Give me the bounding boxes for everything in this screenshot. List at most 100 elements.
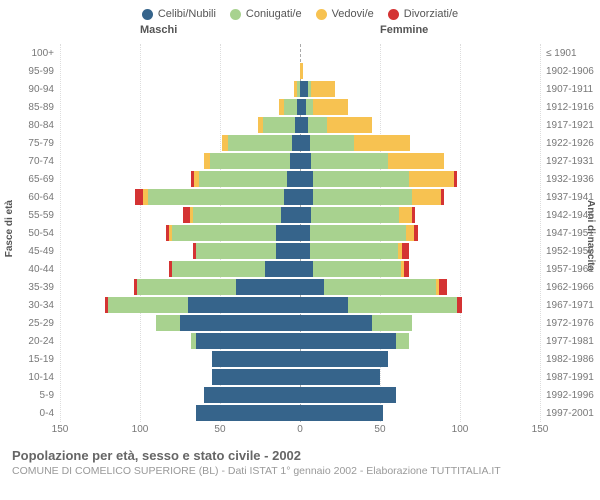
female-bar: [300, 243, 540, 259]
segment-coniugati: [193, 207, 281, 223]
segment-vedovi: [311, 81, 335, 97]
male-bar: [60, 135, 300, 151]
segment-vedovi: [406, 225, 414, 241]
segment-coniugati: [313, 261, 401, 277]
pyramid-row: 55-591942-1946: [60, 206, 540, 224]
pyramid-row: 65-691932-1936: [60, 170, 540, 188]
male-bar: [60, 297, 300, 313]
male-bar: [60, 171, 300, 187]
pyramid-row: 90-941907-1911: [60, 80, 540, 98]
segment-celibi: [287, 171, 300, 187]
segment-coniugati: [372, 315, 412, 331]
birth-year-label: 1932-1936: [540, 174, 600, 185]
female-bar: [300, 135, 540, 151]
segment-celibi: [300, 279, 324, 295]
segment-coniugati: [308, 117, 327, 133]
segment-celibi: [300, 117, 308, 133]
male-bar: [60, 207, 300, 223]
segment-coniugati: [196, 243, 276, 259]
birth-year-label: 1987-1991: [540, 372, 600, 383]
segment-celibi: [300, 369, 380, 385]
segment-celibi: [300, 405, 383, 421]
age-label: 85-89: [0, 102, 60, 113]
segment-coniugati: [311, 207, 399, 223]
birth-year-label: 1992-1996: [540, 390, 600, 401]
x-axis: 15010050050100150: [60, 424, 540, 440]
pyramid-row: 25-291972-1976: [60, 314, 540, 332]
x-tick: 50: [214, 424, 225, 435]
female-bar: [300, 63, 540, 79]
male-bar: [60, 261, 300, 277]
segment-celibi: [188, 297, 300, 313]
birth-year-label: 1972-1976: [540, 318, 600, 329]
segment-coniugati: [396, 333, 409, 349]
segment-celibi: [300, 315, 372, 331]
birth-year-label: 1917-1921: [540, 120, 600, 131]
birth-year-label: 1907-1911: [540, 84, 600, 95]
segment-celibi: [292, 135, 300, 151]
female-bar: [300, 171, 540, 187]
age-label: 15-19: [0, 354, 60, 365]
segment-celibi: [300, 297, 348, 313]
segment-celibi: [196, 333, 300, 349]
legend-item: Vedovi/e: [316, 8, 374, 20]
male-bar: [60, 351, 300, 367]
female-bar: [300, 225, 540, 241]
female-bar: [300, 315, 540, 331]
legend-item: Divorziati/e: [388, 8, 458, 20]
age-label: 55-59: [0, 210, 60, 221]
segment-divorziati: [412, 207, 415, 223]
segment-coniugati: [313, 171, 409, 187]
x-tick: 0: [297, 424, 303, 435]
chart-subtitle: COMUNE DI COMELICO SUPERIORE (BL) - Dati…: [12, 465, 588, 477]
female-bar: [300, 189, 540, 205]
segment-celibi: [300, 189, 313, 205]
male-bar: [60, 99, 300, 115]
pyramid-row: 30-341967-1971: [60, 296, 540, 314]
segment-divorziati: [457, 297, 462, 313]
female-bar: [300, 369, 540, 385]
segment-coniugati: [137, 279, 236, 295]
age-label: 65-69: [0, 174, 60, 185]
male-bar: [60, 369, 300, 385]
segment-celibi: [276, 225, 300, 241]
segment-divorziati: [135, 189, 143, 205]
age-label: 45-49: [0, 246, 60, 257]
pyramid-row: 60-641937-1941: [60, 188, 540, 206]
segment-coniugati: [310, 225, 406, 241]
segment-vedovi: [327, 117, 372, 133]
legend-swatch: [142, 9, 153, 20]
pyramid-row: 50-541947-1951: [60, 224, 540, 242]
segment-celibi: [300, 207, 311, 223]
segment-celibi: [281, 207, 300, 223]
female-bar: [300, 387, 540, 403]
segment-divorziati: [414, 225, 419, 241]
x-tick: 100: [452, 424, 469, 435]
legend-swatch: [316, 9, 327, 20]
female-bar: [300, 405, 540, 421]
birth-year-label: 1922-1926: [540, 138, 600, 149]
segment-celibi: [180, 315, 300, 331]
segment-divorziati: [439, 279, 447, 295]
segment-celibi: [300, 351, 388, 367]
header-male: Maschi: [140, 24, 177, 36]
segment-coniugati: [172, 261, 265, 277]
male-bar: [60, 189, 300, 205]
age-label: 40-44: [0, 264, 60, 275]
segment-divorziati: [402, 243, 408, 259]
age-label: 75-79: [0, 138, 60, 149]
female-bar: [300, 207, 540, 223]
legend: Celibi/NubiliConiugati/eVedovi/eDivorzia…: [0, 0, 600, 24]
segment-celibi: [212, 369, 300, 385]
segment-celibi: [265, 261, 300, 277]
female-bar: [300, 333, 540, 349]
legend-item: Coniugati/e: [230, 8, 302, 20]
segment-coniugati: [324, 279, 436, 295]
male-bar: [60, 387, 300, 403]
birth-year-label: 1902-1906: [540, 66, 600, 77]
female-bar: [300, 279, 540, 295]
segment-celibi: [284, 189, 300, 205]
female-bar: [300, 297, 540, 313]
population-pyramid-chart: Celibi/NubiliConiugati/eVedovi/eDivorzia…: [0, 0, 600, 500]
birth-year-label: 1942-1946: [540, 210, 600, 221]
